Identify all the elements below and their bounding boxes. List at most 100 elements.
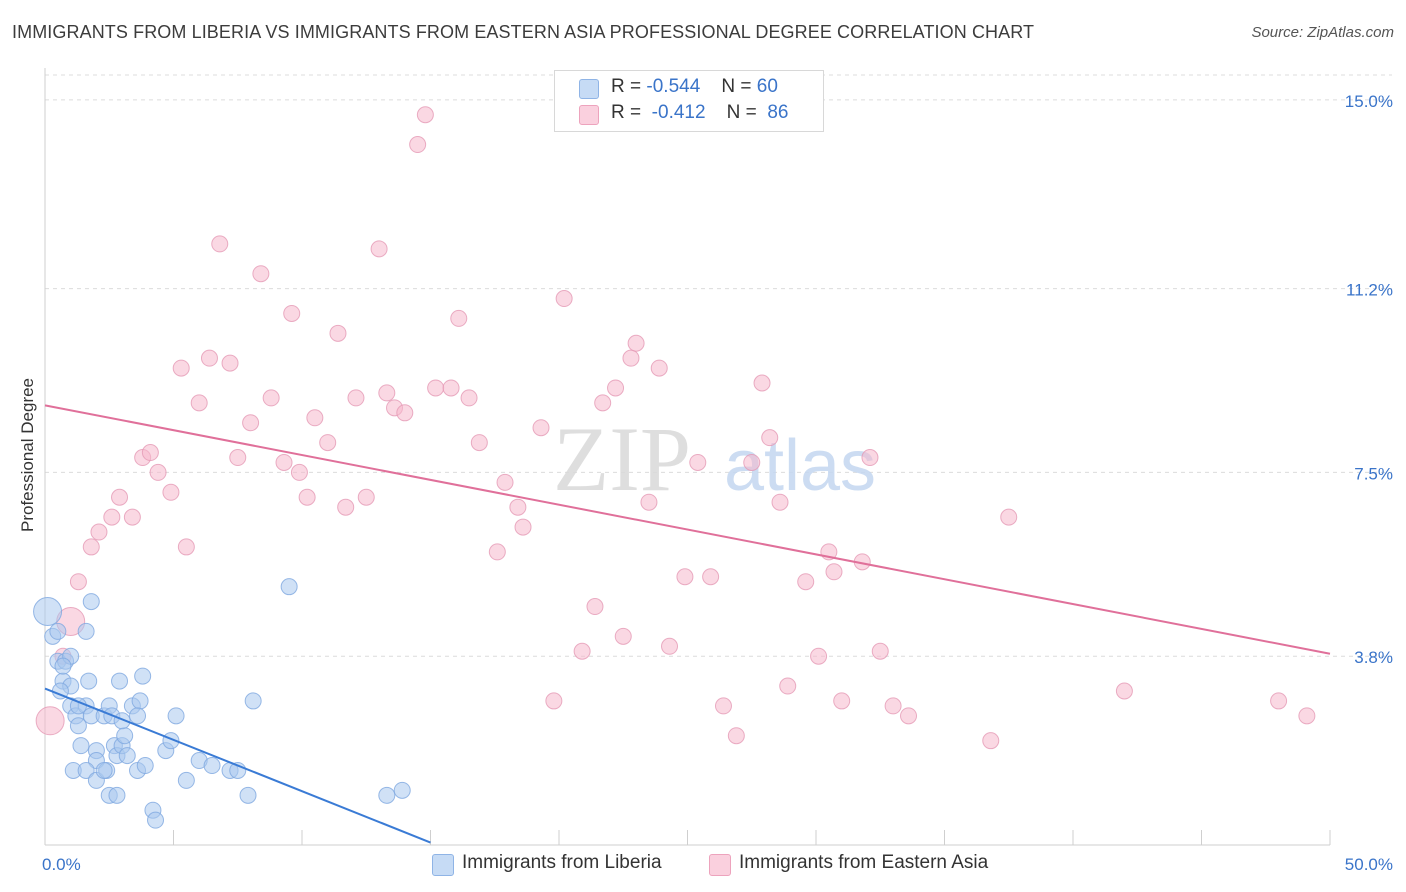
eastern-asia-point: [586, 598, 604, 616]
eastern-asia-point: [275, 453, 293, 471]
grid-lines: [45, 74, 1392, 657]
legend-n-label: N =: [721, 76, 752, 97]
eastern-asia-point: [103, 508, 121, 526]
legend-n-value-liberia: 60: [756, 76, 778, 97]
legend-swatch-eastern-asia: [579, 105, 599, 125]
eastern-asia-point: [149, 463, 167, 481]
liberia-point: [136, 757, 154, 775]
eastern-asia-point: [416, 106, 434, 124]
watermark-zip: ZIP: [553, 408, 691, 510]
eastern-asia-point: [470, 434, 488, 452]
eastern-asia-point: [779, 677, 797, 695]
eastern-asia-point: [337, 498, 355, 516]
eastern-asia-point: [900, 707, 918, 725]
trend-lines: [44, 404, 1331, 844]
eastern-asia-point: [496, 473, 514, 491]
eastern-asia-point: [141, 444, 159, 462]
trend-line-eastern-asia: [44, 404, 1331, 655]
liberia-point: [69, 717, 87, 735]
liberia-point: [244, 692, 262, 710]
liberia-point: [134, 667, 152, 685]
eastern-asia-point: [884, 697, 902, 715]
eastern-asia-point: [252, 265, 270, 283]
liberia-point: [118, 747, 136, 765]
eastern-asia-point: [861, 449, 879, 467]
eastern-asia-point: [761, 429, 779, 447]
eastern-asia-point: [825, 563, 843, 581]
eastern-asia-point: [450, 309, 468, 327]
liberia-point: [33, 597, 63, 627]
eastern-asia-point: [290, 463, 308, 481]
eastern-asia-point: [172, 359, 190, 377]
liberia-point: [129, 707, 147, 725]
eastern-asia-point: [650, 359, 668, 377]
eastern-asia-point: [298, 488, 316, 506]
watermark: ZIP atlas: [553, 408, 876, 510]
eastern-asia-point: [229, 449, 247, 467]
liberia-point: [147, 811, 165, 829]
x-tick-label: 0.0%: [42, 855, 81, 874]
eastern-asia-point: [607, 379, 625, 397]
eastern-asia-point: [262, 389, 280, 407]
liberia-point: [167, 707, 185, 725]
liberia-point: [95, 761, 113, 779]
eastern-asia-point: [771, 493, 789, 511]
eastern-asia-point: [200, 349, 218, 367]
tick-labels: 3.8% 7.5% 11.2% 15.0% 0.0% 50.0%: [42, 92, 1393, 874]
eastern-asia-point: [488, 543, 506, 561]
eastern-asia-point: [242, 414, 260, 432]
eastern-asia-point: [810, 647, 828, 665]
eastern-asia-point: [190, 394, 208, 412]
x-tick-label: 50.0%: [1345, 855, 1393, 874]
legend-swatch-liberia: [579, 79, 599, 99]
eastern-asia-point: [329, 324, 347, 342]
liberia-point: [378, 786, 396, 804]
eastern-asia-point: [409, 136, 427, 154]
y-tick-label: 11.2%: [1346, 281, 1393, 300]
eastern-asia-point: [622, 349, 640, 367]
eastern-asia-point: [90, 523, 108, 541]
legend-r-label: R =: [611, 102, 642, 123]
eastern-asia-point: [627, 334, 645, 352]
liberia-point: [77, 622, 95, 640]
eastern-asia-point: [123, 508, 141, 526]
eastern-asia-point: [111, 488, 129, 506]
liberia-point: [116, 727, 134, 745]
bottom-legend-label-eastern-asia: Immigrants from Eastern Asia: [739, 852, 989, 873]
liberia-point: [280, 578, 298, 596]
legend-n-label: N =: [726, 102, 757, 123]
eastern-asia-point: [162, 483, 180, 501]
eastern-asia-point: [1115, 682, 1133, 700]
eastern-asia-point: [661, 637, 679, 655]
eastern-asia-point: [743, 453, 761, 471]
eastern-asia-point: [594, 394, 612, 412]
eastern-asia-point: [1270, 692, 1288, 710]
eastern-asia-point: [378, 384, 396, 402]
bottom-legend-swatch-eastern-asia: [709, 854, 731, 876]
eastern-asia-point: [676, 568, 694, 586]
legend-r-value-liberia: -0.544: [646, 76, 701, 97]
liberia-point: [108, 786, 126, 804]
source-label: Source: ZipAtlas.com: [1251, 24, 1394, 41]
eastern-asia-point: [306, 409, 324, 427]
eastern-asia-point: [357, 488, 375, 506]
eastern-asia-point: [427, 379, 445, 397]
eastern-asia-point: [727, 727, 745, 745]
eastern-asia-point: [82, 538, 100, 556]
eastern-asia-point: [396, 404, 414, 422]
eastern-asia-point: [871, 642, 889, 660]
eastern-asia-point: [689, 453, 707, 471]
eastern-asia-point: [283, 304, 301, 322]
trend-line-liberia: [44, 687, 431, 844]
eastern-asia-point: [702, 568, 720, 586]
eastern-asia-point: [460, 389, 478, 407]
eastern-asia-point: [319, 434, 337, 452]
eastern-asia-point: [211, 235, 229, 253]
eastern-asia-point: [514, 518, 532, 536]
liberia-point: [203, 757, 221, 775]
bottom-legend-swatch-liberia: [432, 854, 454, 876]
eastern-asia-point: [545, 692, 563, 710]
eastern-asia-point: [347, 389, 365, 407]
bottom-legend-label-liberia: Immigrants from Liberia: [462, 852, 662, 873]
